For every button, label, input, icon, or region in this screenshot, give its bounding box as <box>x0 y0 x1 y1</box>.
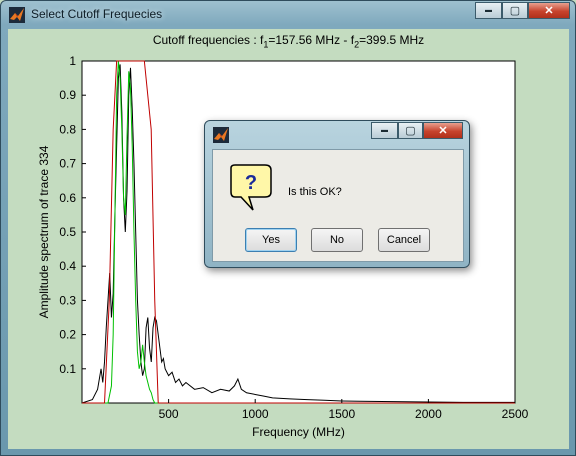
y-axis-label: Amplitude spectrum of trace 334 <box>37 145 51 318</box>
matlab-logo-icon <box>9 7 25 23</box>
no-button[interactable]: No <box>311 228 363 252</box>
window-title: Select Cutoff Frequecies <box>31 7 163 21</box>
x-tick-label: 2500 <box>502 407 529 421</box>
y-tick-label: 0.8 <box>59 122 76 136</box>
y-tick-label: 0.5 <box>59 225 76 239</box>
series-line-3 <box>82 60 515 404</box>
minimize-button[interactable]: ▬ <box>475 2 502 19</box>
series-line-2 <box>82 60 515 404</box>
svg-text:?: ? <box>245 172 257 194</box>
dialog-close-button[interactable]: ✕ <box>423 122 463 139</box>
confirm-dialog: ▬ ▢ ✕ ? Is this OK? Yes No Cancel <box>204 120 470 268</box>
y-tick-label: 0.3 <box>59 293 76 307</box>
y-tick-label: 0.2 <box>59 328 76 342</box>
minimize-icon: ▬ <box>485 7 492 14</box>
x-tick-label: 1000 <box>242 407 269 421</box>
dialog-maximize-button[interactable]: ▢ <box>398 122 423 139</box>
minimize-icon: ▬ <box>381 127 388 134</box>
x-axis-label: Frequency (MHz) <box>252 425 345 439</box>
x-tick-label: 1500 <box>328 407 355 421</box>
dialog-body: ? Is this OK? Yes No Cancel <box>212 149 464 262</box>
tick-layer: 500 1000 1500 2000 2500 0.1 0.2 0.3 0.4 0.5 0.6 0.7… <box>59 54 528 421</box>
y-tick-label: 0.7 <box>59 157 76 171</box>
dialog-title-bar[interactable]: ▬ ▢ ✕ <box>205 121 469 149</box>
y-tick-label: 0.4 <box>59 259 76 273</box>
maximize-icon: ▢ <box>405 125 416 137</box>
close-icon: ✕ <box>438 125 448 137</box>
y-tick-label: 1 <box>69 54 76 68</box>
cancel-button[interactable]: Cancel <box>378 228 430 252</box>
title-bar[interactable]: Select Cutoff Frequecies ▬ ▢ ✕ <box>1 1 575 29</box>
dialog-minimize-button[interactable]: ▬ <box>371 122 398 139</box>
x-tick-label: 2000 <box>415 407 442 421</box>
close-button[interactable]: ✕ <box>528 2 570 19</box>
dialog-message: Is this OK? <box>288 186 342 198</box>
series-layer <box>81 60 515 404</box>
y-tick-label: 0.9 <box>59 88 76 102</box>
matlab-logo-icon <box>213 127 229 143</box>
maximize-icon: ▢ <box>509 5 521 17</box>
question-bubble-icon: ? <box>230 164 272 211</box>
yes-button[interactable]: Yes <box>245 228 297 252</box>
chart-title: Cutoff frequencies : f1=157.56 MHz - f2=… <box>152 33 425 50</box>
maximize-button[interactable]: ▢ <box>502 2 528 19</box>
y-tick-label: 0.6 <box>59 191 76 205</box>
x-tick-label: 500 <box>159 407 179 421</box>
close-icon: ✕ <box>544 5 554 17</box>
y-tick-label: 0.1 <box>59 362 76 376</box>
